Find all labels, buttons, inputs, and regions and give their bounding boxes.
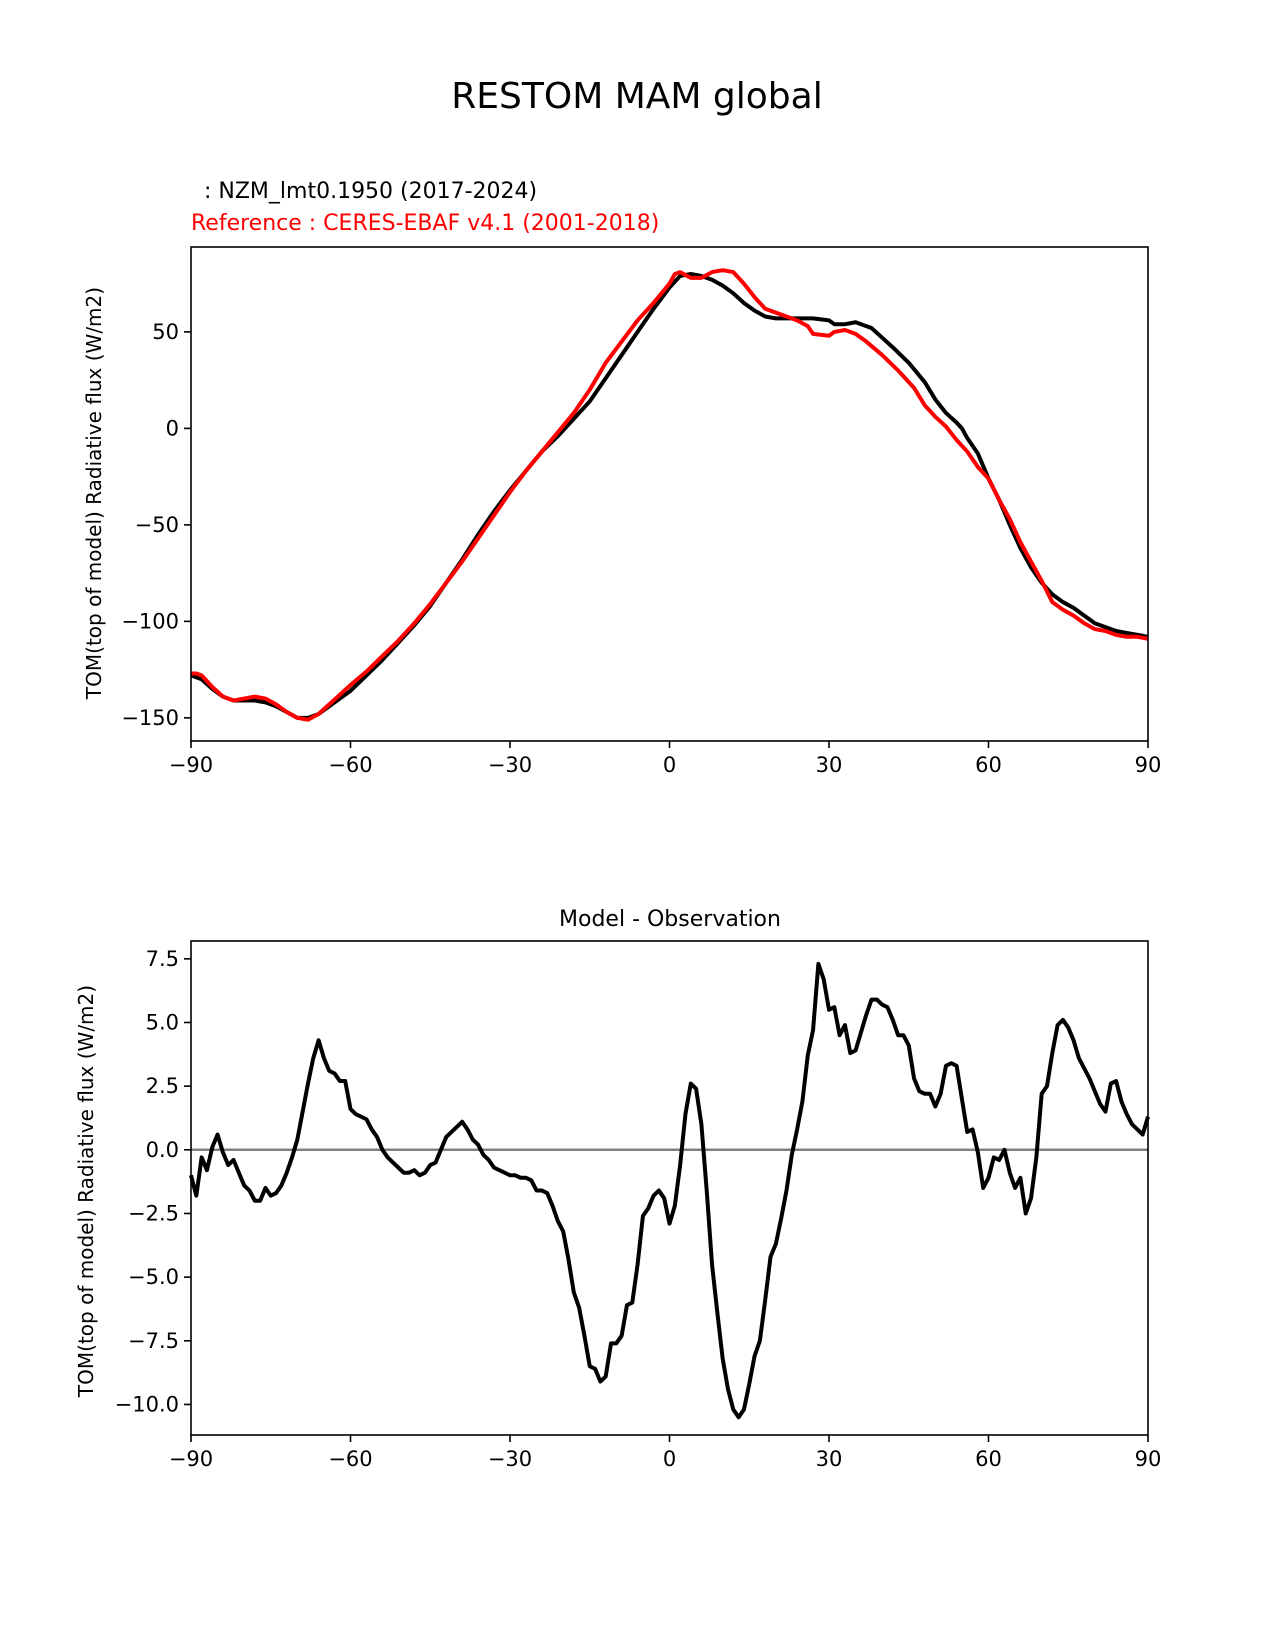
top-x-tick-label: 0 xyxy=(663,753,676,777)
bottom-y-tick-label: 5.0 xyxy=(146,1010,179,1034)
bottom-y-tick-label: −5.0 xyxy=(128,1265,179,1289)
top-panel-ylabel: TOM(top of model) Radiative flux (W/m2) xyxy=(82,287,106,700)
bottom-y-tick-label: −7.5 xyxy=(128,1329,179,1353)
bottom-x-tick-label: 30 xyxy=(816,1447,843,1471)
bottom-y-tick-label: 2.5 xyxy=(146,1074,179,1098)
top-panel-model-title: : NZM_lmt0.1950 (2017-2024) xyxy=(197,179,537,204)
top-x-tick-label: 90 xyxy=(1135,753,1162,777)
bottom-plot-area: −90 −60 −30 0 30 60 90 7.5 5.0 2.5 0.0 −2.5 −5.0 −7.5… xyxy=(115,940,1162,1471)
top-y-tick-label: −50 xyxy=(135,513,179,537)
bottom-y-tick-label: −10.0 xyxy=(115,1392,179,1416)
top-series-line-1 xyxy=(191,268,1149,722)
bottom-panel-ylabel: TOM(top of model) Radiative flux (W/m2) xyxy=(74,985,98,1398)
bottom-panel-title: Model - Observation xyxy=(559,907,781,932)
bottom-series-line-0 xyxy=(189,961,1150,1420)
bottom-x-tick-label: 60 xyxy=(975,1447,1002,1471)
bottom-y-tick-label: −2.5 xyxy=(128,1201,179,1225)
top-y-tick-label: 0 xyxy=(166,416,179,440)
top-panel-reference-title: Reference : CERES-EBAF v4.1 (2001-2018) xyxy=(191,211,659,236)
bottom-panel: Model - Observation TOM(top of model) Ra… xyxy=(74,907,1161,1471)
bottom-x-tick-label: 0 xyxy=(663,1447,676,1471)
top-panel: : NZM_lmt0.1950 (2017-2024) Reference : … xyxy=(82,179,1161,777)
top-x-tick-label: −90 xyxy=(169,753,213,777)
bottom-x-tick-label: 90 xyxy=(1135,1447,1162,1471)
top-y-tick-label: 50 xyxy=(152,320,179,344)
top-y-tick-label: −100 xyxy=(121,609,179,633)
top-x-tick-label: 60 xyxy=(975,753,1002,777)
figure-suptitle: RESTOM MAM global xyxy=(451,76,822,117)
bottom-axes-frame xyxy=(190,940,1149,1436)
bottom-x-tick-label: −60 xyxy=(328,1447,372,1471)
top-series-line-0 xyxy=(190,272,1149,720)
top-x-tick-label: 30 xyxy=(816,753,843,777)
top-plot-area: −90 −60 −30 0 30 60 90 50 0 −50 −100 −150 xyxy=(121,246,1162,777)
top-y-tick-label: −150 xyxy=(121,706,179,730)
bottom-x-tick-label: −30 xyxy=(488,1447,532,1471)
top-x-tick-label: −30 xyxy=(488,753,532,777)
bottom-y-tick-label: 7.5 xyxy=(146,947,179,971)
bottom-y-tick-label: 0.0 xyxy=(146,1138,179,1162)
bottom-x-tick-label: −90 xyxy=(169,1447,213,1471)
top-x-tick-label: −60 xyxy=(328,753,372,777)
top-axes-frame xyxy=(190,246,1149,742)
